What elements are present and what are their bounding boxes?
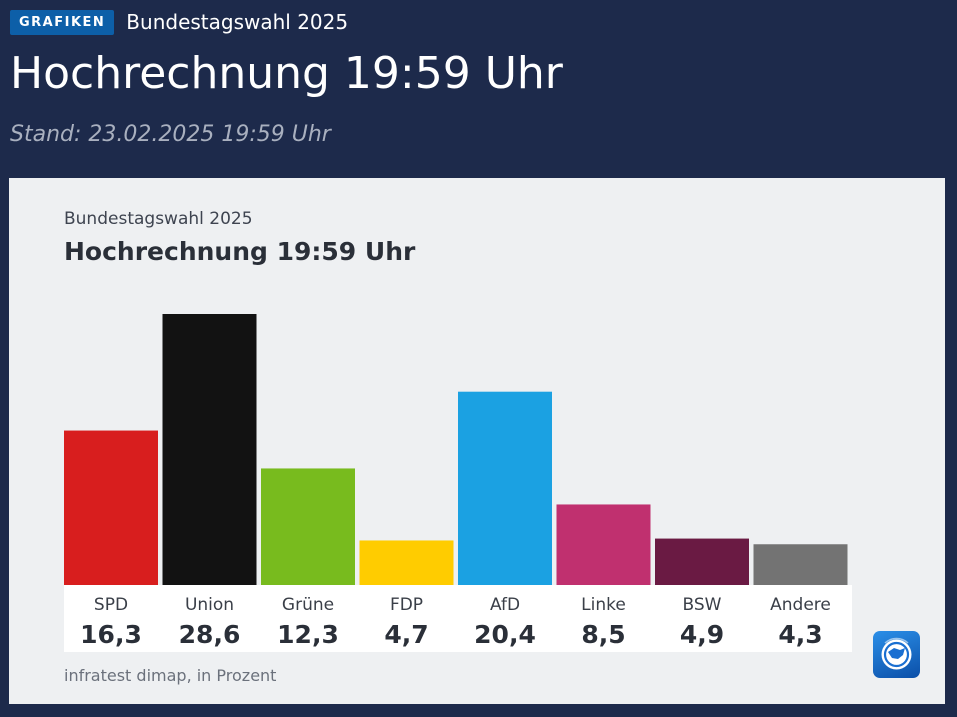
category-label: Grüne — [282, 595, 334, 615]
value-label: 28,6 — [179, 620, 241, 649]
page-headline: Hochrechnung 19:59 Uhr — [10, 48, 563, 99]
category-label: SPD — [94, 595, 128, 615]
bar-grüne[interactable] — [261, 468, 355, 585]
chart-source: infratest dimap, in Prozent — [64, 666, 277, 685]
value-label: 4,9 — [680, 620, 724, 649]
value-label: 20,4 — [474, 620, 536, 649]
grafiken-badge[interactable]: GRAFIKEN — [10, 9, 115, 35]
value-label: 4,7 — [384, 620, 428, 649]
bar-chart: SPD 16,3 Union 28,6 Grüne 12,3 FDP 4,7 AfD 20,4 Li… — [64, 314, 852, 652]
tagesschau-logo-icon[interactable] — [873, 631, 920, 678]
bar-afd[interactable] — [458, 391, 552, 585]
bar-linke[interactable] — [556, 504, 651, 585]
globe-icon — [881, 637, 912, 670]
bar-fdp[interactable] — [359, 540, 454, 585]
header-bar: GRAFIKEN Bundestagswahl 2025 — [10, 9, 348, 35]
category-label: FDP — [390, 595, 423, 615]
value-label: 16,3 — [80, 620, 142, 649]
bar-bsw[interactable] — [655, 538, 749, 585]
bar-union[interactable] — [162, 314, 257, 585]
value-label: 4,3 — [778, 620, 822, 649]
category-label: AfD — [490, 595, 520, 615]
chart-subtitle: Bundestagswahl 2025 — [64, 209, 253, 229]
category-label: Linke — [581, 595, 626, 615]
category-label: Andere — [770, 595, 831, 615]
chart-title: Hochrechnung 19:59 Uhr — [64, 237, 416, 266]
chart-card: Bundestagswahl 2025 Hochrechnung 19:59 U… — [9, 178, 945, 704]
section-label: Bundestagswahl 2025 — [126, 10, 349, 34]
label-panel — [64, 585, 852, 652]
bar-spd[interactable] — [64, 430, 158, 585]
bar-andere[interactable] — [753, 544, 848, 585]
value-label: 12,3 — [277, 620, 339, 649]
value-label: 8,5 — [581, 620, 625, 649]
timestamp: Stand: 23.02.2025 19:59 Uhr — [10, 122, 331, 147]
category-label: BSW — [683, 595, 722, 615]
category-label: Union — [185, 595, 234, 615]
